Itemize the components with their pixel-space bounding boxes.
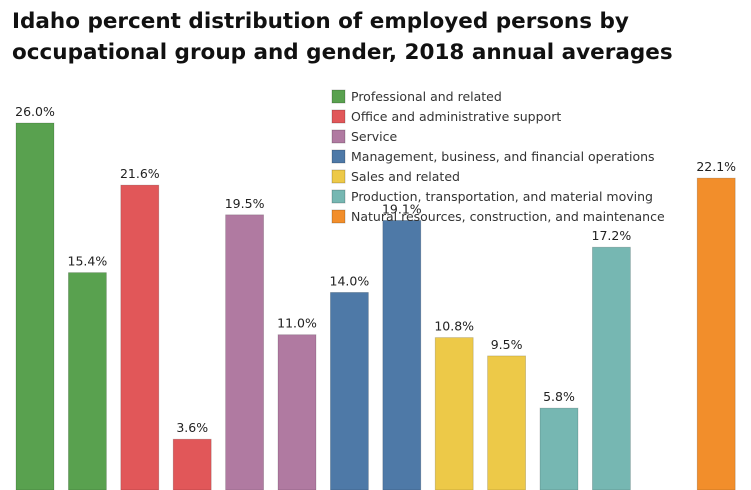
bar-2[interactable] — [120, 184, 160, 490]
bar-label-11: 17.2% — [592, 228, 632, 243]
legend-label-2: Service — [351, 129, 398, 144]
legend-label-5: Production, transportation, and material… — [351, 189, 653, 204]
chart-title: Idaho percent distribution of employed p… — [12, 9, 673, 65]
legend-swatch-0 — [331, 89, 346, 104]
legend-label-4: Sales and related — [351, 169, 460, 184]
legend-swatch-5 — [331, 189, 346, 204]
bar-0[interactable] — [15, 122, 55, 490]
bar-label-8: 10.8% — [434, 319, 474, 334]
bar-9[interactable] — [487, 355, 527, 490]
bar-label-10: 5.8% — [543, 389, 575, 404]
legend-swatch-6 — [331, 209, 346, 224]
bar-6[interactable] — [329, 291, 369, 490]
bar-label-4: 19.5% — [225, 196, 265, 211]
bar-4[interactable] — [225, 214, 265, 490]
legend-swatch-2 — [331, 129, 346, 144]
bar-13[interactable] — [696, 177, 736, 490]
bar-label-9: 9.5% — [491, 337, 523, 352]
bar-11[interactable] — [592, 246, 631, 490]
bar-label-13: 22.1% — [696, 159, 736, 174]
bar-label-2: 21.6% — [120, 166, 160, 181]
legend-label-0: Professional and related — [351, 89, 502, 104]
legend-label-6: Natural resources, construction, and mai… — [351, 209, 665, 224]
legend-label-3: Management, business, and financial oper… — [351, 149, 655, 164]
legend-label-1: Office and administrative support — [351, 109, 561, 124]
bar-3[interactable] — [172, 438, 212, 490]
legend-swatch-4 — [331, 169, 346, 184]
bar-1[interactable] — [68, 272, 107, 490]
bar-label-6: 14.0% — [330, 273, 370, 288]
bar-10[interactable] — [539, 407, 579, 490]
bar-label-0: 26.0% — [15, 104, 55, 119]
bar-7[interactable] — [382, 219, 422, 490]
bar-label-7: 19.1% — [382, 201, 422, 216]
bar-label-5: 11.0% — [277, 316, 317, 331]
bar-8[interactable] — [434, 337, 474, 490]
bar-label-3: 3.6% — [176, 420, 208, 435]
legend-swatch-3 — [331, 149, 346, 164]
bar-5[interactable] — [277, 334, 317, 490]
bar-label-1: 15.4% — [68, 254, 108, 269]
legend-swatch-1 — [331, 109, 346, 124]
